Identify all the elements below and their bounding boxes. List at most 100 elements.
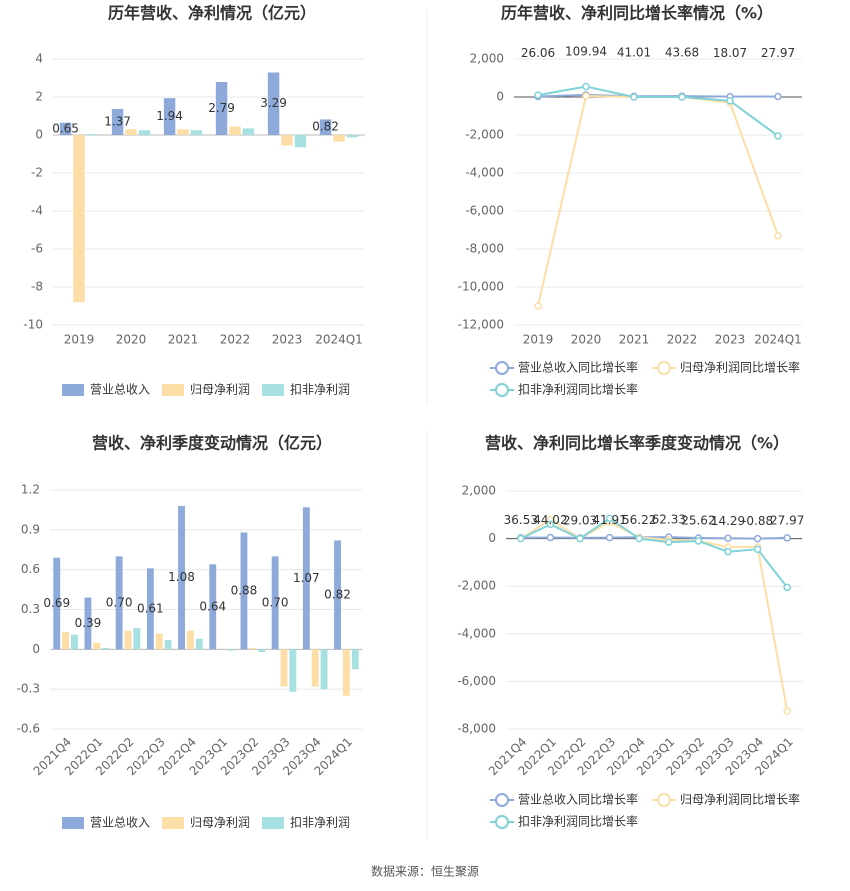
- data-label: 29.03: [563, 513, 597, 527]
- x-tick-label: 2023: [715, 333, 746, 347]
- y-tick-label: -2,000: [465, 128, 504, 142]
- legend-marker: [495, 815, 509, 829]
- bar: [53, 557, 61, 650]
- x-tick-label: 2022: [667, 333, 698, 347]
- point: [753, 534, 762, 543]
- x-tick-label: 2024Q1: [754, 333, 802, 347]
- y-tick-label: 2,000: [470, 52, 504, 66]
- point: [678, 93, 686, 101]
- legend-swatch: [162, 384, 184, 396]
- legend-marker: [495, 383, 509, 397]
- legend-label: 扣非净利润: [290, 816, 350, 830]
- bar: [229, 126, 241, 135]
- bar: [319, 119, 332, 135]
- bar: [271, 556, 279, 650]
- legend-swatch: [62, 817, 84, 829]
- y-tick-label: 1.2: [21, 483, 40, 497]
- data-label: 1.08: [168, 570, 195, 584]
- bar: [71, 634, 78, 650]
- legend-label: 营业总收入同比增长率: [518, 360, 638, 375]
- data-label: 43.68: [665, 46, 699, 60]
- data-label: 0.64: [199, 599, 226, 613]
- bar: [86, 134, 99, 135]
- point: [724, 547, 732, 556]
- y-tick-label: -12,000: [458, 318, 504, 332]
- data-label: 27.97: [770, 513, 804, 527]
- point: [546, 533, 555, 542]
- x-tick-label: 2019: [523, 333, 554, 347]
- legend-label: 扣非净利润同比增长率: [518, 382, 638, 397]
- line: [537, 95, 779, 307]
- data-label: 14.29: [711, 514, 745, 528]
- legend-label: 扣非净利润同比增长率: [518, 814, 638, 829]
- bar: [249, 648, 257, 650]
- y-tick-label: -4,000: [465, 166, 504, 180]
- point: [605, 514, 614, 523]
- chart-title: 历年营收、净利同比增长率情况（%）: [501, 4, 773, 23]
- legend-label: 归母净利润同比增长率: [680, 792, 800, 807]
- data-label: 0.70: [262, 595, 289, 609]
- legend-label: 归母净利润: [190, 383, 250, 397]
- data-label: 26.06: [521, 46, 555, 60]
- point: [774, 231, 782, 240]
- data-label: 0.69: [43, 596, 70, 610]
- bar: [73, 135, 85, 303]
- bar: [93, 642, 101, 650]
- data-label: 27.97: [761, 46, 795, 60]
- legend-swatch: [62, 384, 84, 396]
- point: [635, 534, 643, 543]
- point: [774, 92, 782, 101]
- legend-label: 营业总收入: [90, 383, 150, 397]
- point: [605, 533, 614, 542]
- bar: [62, 632, 70, 650]
- y-tick-label: -6: [31, 242, 43, 256]
- line: [520, 536, 788, 540]
- point: [630, 93, 638, 101]
- y-tick-label: 0: [488, 531, 496, 545]
- data-label: 0.88: [231, 583, 258, 597]
- legend-marker: [495, 793, 509, 807]
- legend-label: 归母净利润同比增长率: [680, 360, 800, 375]
- point: [534, 302, 542, 310]
- x-tick-label: 2019: [64, 333, 95, 347]
- data-label: 0.39: [75, 616, 102, 630]
- legend-marker: [657, 793, 671, 807]
- x-tick-label: 2024Q1: [315, 333, 363, 347]
- line: [520, 518, 789, 712]
- point: [726, 97, 734, 105]
- legend-marker: [657, 361, 671, 375]
- bar: [215, 81, 228, 135]
- y-tick-label: -4: [31, 204, 43, 218]
- bar: [294, 135, 307, 148]
- y-tick-label: 2,000: [462, 484, 496, 498]
- y-tick-label: -8: [31, 280, 43, 294]
- y-tick-label: 0: [35, 128, 43, 142]
- y-tick-label: 0: [32, 642, 40, 656]
- bar: [178, 505, 185, 650]
- bar: [84, 597, 92, 650]
- point: [534, 91, 542, 99]
- bar: [190, 130, 203, 135]
- legend-swatch: [262, 384, 284, 396]
- bar: [351, 649, 359, 670]
- data-label: -0.88: [742, 514, 773, 528]
- data-label: 1.94: [156, 109, 183, 123]
- data-label: 0.65: [52, 121, 79, 135]
- y-tick-label: -2: [31, 166, 43, 180]
- legend-label: 扣非净利润: [290, 383, 350, 397]
- point: [576, 534, 584, 543]
- bar: [138, 130, 151, 135]
- y-tick-label: -2,000: [457, 579, 496, 593]
- bar: [195, 638, 203, 650]
- point: [517, 534, 525, 543]
- legend-label: 归母净利润: [190, 816, 250, 830]
- bar: [59, 122, 72, 135]
- bar: [333, 135, 345, 142]
- bar: [146, 568, 154, 650]
- bar: [177, 129, 189, 135]
- y-tick-label: -10,000: [458, 280, 504, 294]
- legend-swatch: [162, 817, 184, 829]
- y-tick-label: -6,000: [465, 204, 504, 218]
- y-tick-label: 4: [35, 52, 43, 66]
